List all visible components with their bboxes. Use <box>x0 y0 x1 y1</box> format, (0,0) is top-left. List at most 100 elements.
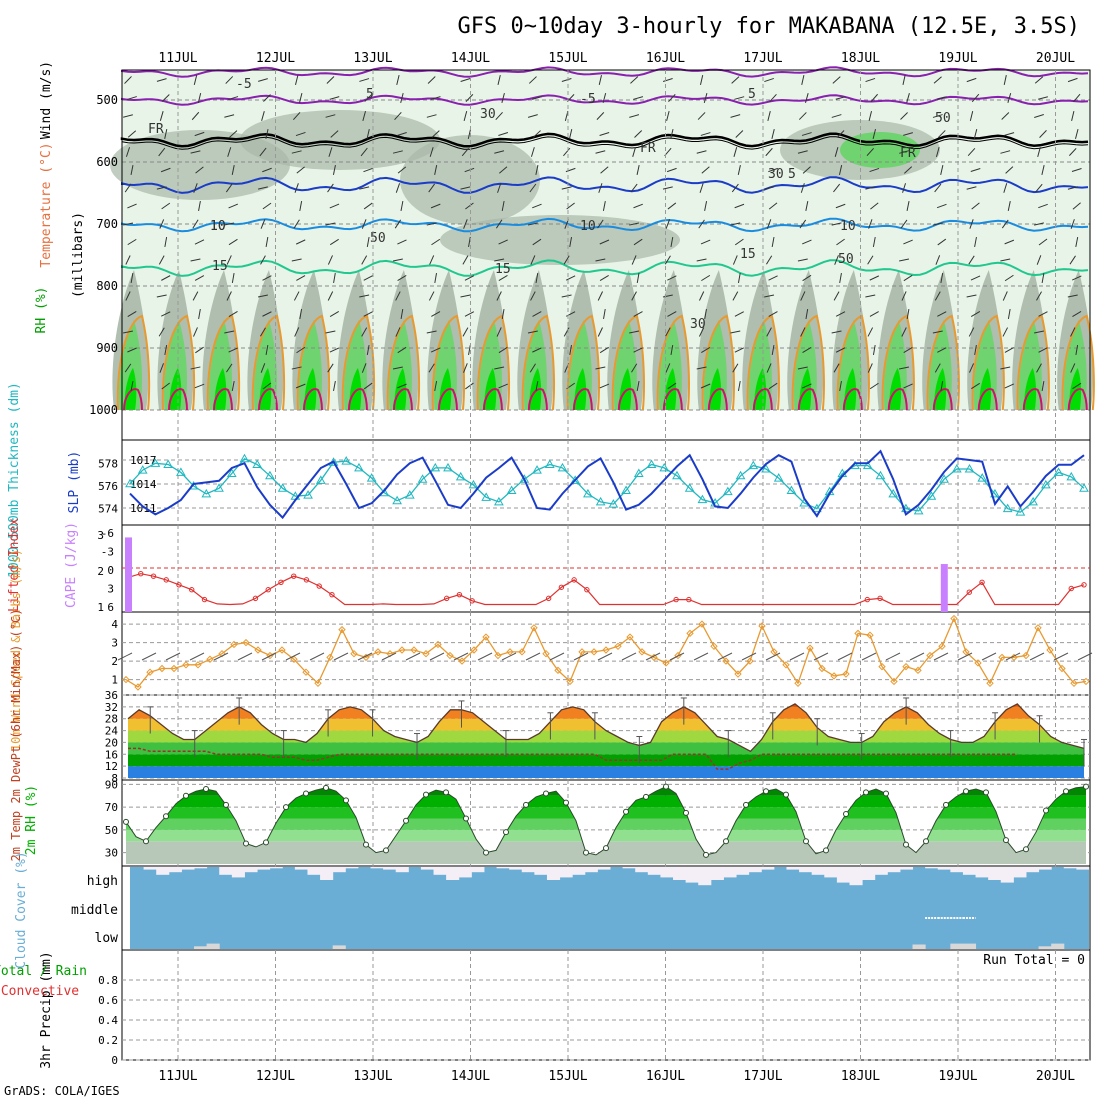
wind-barb <box>633 347 643 353</box>
wind-barb <box>766 219 772 229</box>
wind-barb <box>495 219 503 229</box>
rh-point <box>443 789 449 796</box>
wind-barb <box>869 311 879 317</box>
wind-speed-point <box>590 648 598 656</box>
wind-barb <box>632 147 637 157</box>
wind-barb <box>765 147 773 157</box>
cloud-high-clear <box>509 867 523 870</box>
surface-wind-barb <box>189 652 205 661</box>
wind-tick: 1 <box>111 674 118 687</box>
wind-barb <box>164 344 168 356</box>
wind-barb <box>430 203 441 209</box>
thickness-point <box>862 460 873 470</box>
wind-barb <box>294 327 300 337</box>
contour-label: 5 <box>788 167 796 182</box>
wind-barb <box>599 132 610 136</box>
wind-barb <box>434 272 438 284</box>
temp-contour-25 <box>707 388 728 411</box>
date-label-bottom: 17JUL <box>743 1069 782 1084</box>
temp-contour-25 <box>527 388 548 411</box>
wind-barb <box>665 327 671 337</box>
wind-barb <box>295 383 306 389</box>
cloud-high-clear <box>496 867 510 869</box>
wind-barb <box>730 114 741 118</box>
wind-speed-point <box>218 649 226 658</box>
wind-barb <box>259 147 267 157</box>
cloud-high-clear <box>446 867 460 880</box>
wind-barb <box>569 129 573 139</box>
thickness-tick: 576 <box>98 480 118 493</box>
wind-barb <box>1005 166 1014 174</box>
wind-barb <box>1072 202 1081 210</box>
wind-barb <box>329 311 340 317</box>
wind-barb <box>394 219 402 229</box>
wind-barb <box>731 183 739 193</box>
thickness-point <box>544 459 555 468</box>
wind-barb <box>364 94 373 102</box>
wind-speed-point <box>650 653 658 662</box>
rh-point <box>703 851 709 858</box>
rh-band <box>126 786 1086 796</box>
wind-barb <box>1000 150 1011 154</box>
lifted-index-tick: -3 <box>101 546 114 559</box>
wind-barb <box>468 344 471 356</box>
wind-barb <box>802 166 811 174</box>
wind-barb <box>362 111 366 121</box>
cloud-low-bar <box>1051 943 1065 949</box>
wind-barb <box>704 308 707 320</box>
rh-point <box>643 793 649 800</box>
date-label-top: 20JUL <box>1036 51 1075 66</box>
wind-barb <box>127 96 137 100</box>
wind-barb <box>329 96 340 100</box>
rh-plume-green <box>1018 320 1042 410</box>
wind-speed-point <box>818 664 826 673</box>
wind-barb <box>700 239 711 245</box>
wind-barb <box>599 346 609 354</box>
cloud-high-clear <box>635 867 649 873</box>
wind-barb <box>1004 239 1015 245</box>
wind-barb <box>1038 311 1048 317</box>
thickness-point <box>163 459 174 468</box>
contour-label: 15 <box>212 259 228 274</box>
wind-barb <box>731 76 740 84</box>
wind-barb <box>124 183 132 193</box>
wind-barb <box>734 238 744 246</box>
wind-speed-point <box>458 657 466 665</box>
thickness-point <box>1066 471 1077 481</box>
wind-barb <box>836 130 845 138</box>
cloud-high-clear <box>1000 867 1014 883</box>
precip-panel-frame <box>121 949 1091 1061</box>
wind-barb <box>366 129 370 139</box>
wind-barb <box>257 294 268 298</box>
wind-barb <box>698 327 705 337</box>
contour-label: 5 <box>366 87 374 102</box>
wind-barb <box>1007 93 1012 103</box>
wind-barb <box>231 272 235 284</box>
wind-speed-point <box>242 638 250 647</box>
wind-speed-point <box>230 640 238 649</box>
wind-barb <box>797 150 808 154</box>
lifted-index-tick: 3 <box>107 583 114 596</box>
wind-barb <box>527 222 538 226</box>
wind-barb <box>906 308 910 320</box>
wind-barb <box>867 255 874 265</box>
precip-tick: 0.2 <box>98 1034 118 1047</box>
wind-barb <box>699 291 705 301</box>
rh-band <box>126 807 1086 819</box>
wind-barb <box>262 167 272 173</box>
rh-tick: 30 <box>105 847 118 860</box>
wind-barb <box>870 202 879 210</box>
wind-barb <box>703 93 708 103</box>
cloud-high-clear <box>181 867 195 870</box>
wind-barb <box>903 274 913 282</box>
cloud-ylabel: Cloud Cover (%) <box>14 851 29 968</box>
wind-barb <box>970 167 981 173</box>
surface-wind-barb <box>1029 652 1045 661</box>
wind-barb <box>831 222 842 226</box>
lifted-index-point <box>201 596 208 603</box>
surface-wind-barb <box>333 652 349 661</box>
wind-speed-point <box>350 649 358 658</box>
wind-barb <box>1067 77 1078 83</box>
wind-barb <box>730 330 741 334</box>
surface-wind-barb <box>549 652 565 661</box>
